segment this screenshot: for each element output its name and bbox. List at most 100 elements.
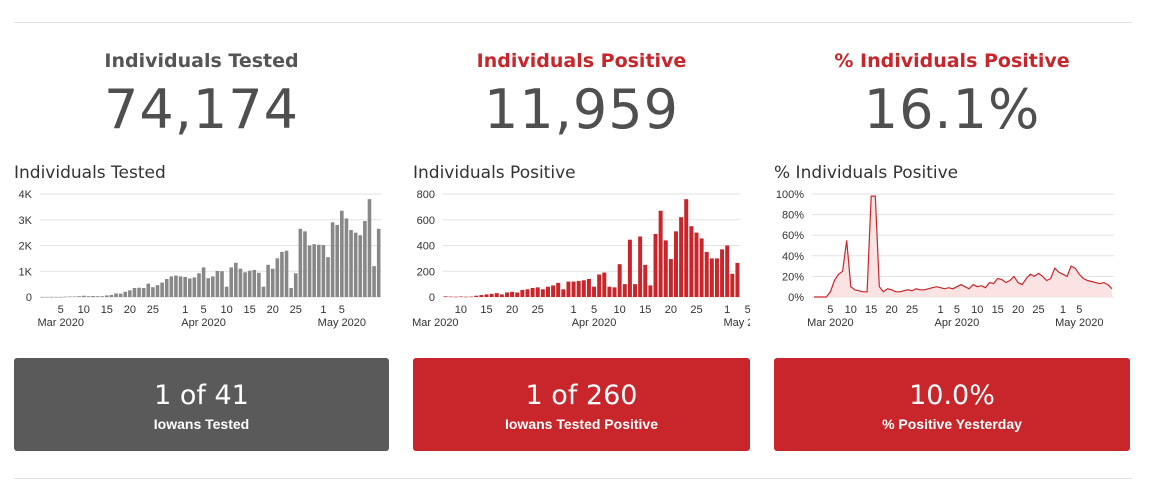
- bar: [725, 245, 730, 297]
- bar: [312, 244, 316, 297]
- series-line: [814, 195, 1113, 298]
- bar: [77, 296, 81, 297]
- y-tick-label: 4K: [19, 189, 33, 201]
- bar: [238, 268, 243, 297]
- y-tick-label: 800: [417, 189, 435, 201]
- bar: [100, 296, 105, 297]
- x-tick-label: 25: [906, 304, 918, 316]
- bar: [358, 235, 363, 297]
- area-fill: [814, 196, 1112, 297]
- bar: [137, 287, 141, 297]
- bar: [91, 295, 95, 297]
- bar: [464, 296, 469, 298]
- bar: [638, 236, 643, 297]
- x-tick-label: 10: [614, 304, 626, 316]
- month-label: May 2020: [724, 317, 750, 329]
- bar: [81, 295, 86, 297]
- bar: [540, 289, 545, 297]
- bar: [597, 274, 602, 297]
- bar: [489, 293, 494, 297]
- tested-stat-title: Individuals Tested: [104, 50, 299, 72]
- bar: [643, 264, 648, 297]
- bar: [128, 290, 132, 297]
- bar: [183, 276, 187, 297]
- x-tick-label: 10: [221, 304, 233, 316]
- bar: [252, 269, 257, 297]
- bar: [443, 296, 448, 297]
- month-label: Apr 2020: [935, 317, 980, 329]
- bar: [118, 293, 123, 297]
- bar: [160, 282, 164, 297]
- bar: [494, 293, 499, 297]
- bar: [622, 284, 627, 297]
- month-label: May 2020: [1055, 317, 1103, 329]
- bar: [293, 273, 298, 297]
- bar: [164, 278, 169, 297]
- bar: [349, 230, 353, 297]
- positive-card: 1 of 260 Iowans Tested Positive: [413, 358, 750, 451]
- bar: [479, 295, 484, 297]
- bar: [123, 291, 128, 297]
- bar: [581, 280, 586, 297]
- bar: [151, 287, 155, 297]
- bar: [187, 278, 192, 297]
- bar: [484, 294, 489, 297]
- x-tick-label: 25: [147, 304, 159, 316]
- bar: [520, 289, 525, 297]
- bar: [576, 280, 581, 297]
- bar: [68, 296, 72, 297]
- bar: [109, 294, 114, 297]
- bar: [367, 199, 372, 297]
- bar: [344, 218, 349, 297]
- x-tick-label: 5: [591, 304, 597, 316]
- bar: [326, 257, 330, 297]
- bar: [197, 273, 201, 297]
- x-tick-label: 20: [124, 304, 136, 316]
- y-tick-label: 80%: [782, 210, 804, 222]
- bar: [689, 226, 694, 297]
- bar: [303, 231, 307, 297]
- bar: [720, 249, 725, 297]
- bar: [307, 245, 312, 297]
- x-tick-label: 5: [201, 304, 207, 316]
- bar: [234, 262, 238, 297]
- bar: [530, 287, 535, 297]
- bar: [192, 277, 197, 297]
- bar: [284, 250, 289, 297]
- pct-area-chart: 0%20%40%60%80%100%5 10 15 20 25 1 5 10 15 20 25 1 5M…: [776, 189, 1114, 329]
- bar: [270, 268, 275, 297]
- bar: [566, 281, 571, 297]
- x-tick-label: 1: [724, 304, 730, 316]
- bar: [499, 294, 504, 297]
- x-tick-label: 20: [665, 304, 677, 316]
- bar: [592, 286, 597, 297]
- bar: [330, 222, 335, 297]
- y-tick-label: 20%: [782, 271, 804, 283]
- x-tick-label: 10: [78, 304, 90, 316]
- x-tick-label: 20: [267, 304, 279, 316]
- bar: [201, 267, 206, 297]
- month-label: Mar 2020: [807, 317, 853, 329]
- bar: [704, 251, 709, 297]
- bar: [45, 297, 49, 298]
- y-tick-label: 600: [417, 215, 435, 227]
- bar: [612, 287, 617, 297]
- bar: [132, 287, 137, 297]
- x-tick-label: 15: [101, 304, 113, 316]
- tested-card-value: 1 of 41: [154, 380, 249, 411]
- tested-stat-value: 74,174: [104, 78, 299, 141]
- bar: [86, 296, 91, 297]
- bar: [58, 297, 63, 298]
- bar: [206, 278, 210, 297]
- tested-chart-title: Individuals Tested: [14, 163, 166, 183]
- bar: [105, 295, 109, 297]
- x-tick-label: 25: [290, 304, 302, 316]
- bar: [211, 276, 215, 297]
- bar: [633, 284, 638, 297]
- positive-column: Individuals Positive 11,959 Individuals …: [413, 0, 750, 499]
- x-tick-label: 5: [58, 304, 64, 316]
- y-tick-label: 0: [26, 292, 32, 304]
- bar: [340, 210, 344, 297]
- pct-card-label: % Positive Yesterday: [882, 416, 1022, 432]
- x-tick-label: 1: [320, 304, 326, 316]
